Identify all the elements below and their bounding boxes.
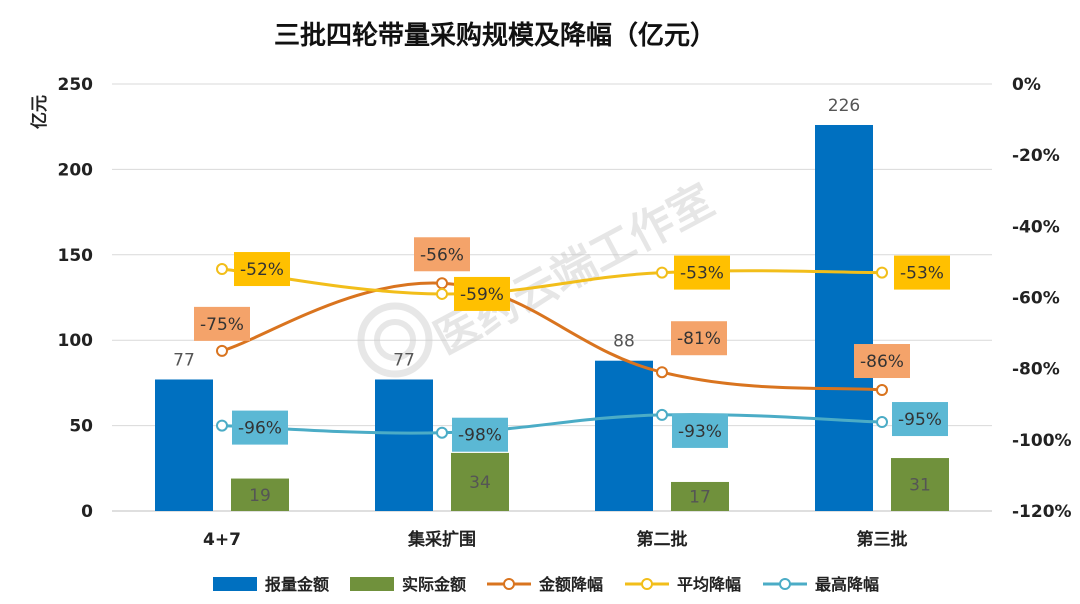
bar xyxy=(155,379,213,511)
line-data-label: -86% xyxy=(860,352,904,372)
x-axis-ticks: 4+7 集采扩围 第二批 第三批 xyxy=(203,529,907,550)
watermark: 医药云端工作室 xyxy=(357,175,722,378)
line-data-label: -98% xyxy=(458,426,502,446)
legend-swatch xyxy=(213,577,257,591)
line-data-label: -52% xyxy=(240,260,284,280)
y2-tick-label: -100% xyxy=(1012,431,1072,451)
series-point xyxy=(876,266,888,279)
y2-axis-ticks: 0% -20% -40% -60% -80% -100% -120% xyxy=(1012,75,1072,522)
x-tick-label: 第三批 xyxy=(857,529,908,550)
bars: 77 77 88 226 19 34 17 31 xyxy=(155,96,949,511)
y2-tick-label: -80% xyxy=(1012,360,1060,380)
line-data-label: -53% xyxy=(900,264,944,284)
bar-data-label: 31 xyxy=(909,476,931,496)
line-data-label: -59% xyxy=(460,285,504,305)
data-label-box xyxy=(452,417,508,452)
series-point xyxy=(436,426,448,439)
series-point xyxy=(436,277,448,290)
legend-label: 最高降幅 xyxy=(815,575,879,594)
bar xyxy=(671,481,729,511)
data-label-box xyxy=(674,255,730,290)
bar xyxy=(451,452,509,511)
bar xyxy=(375,379,433,511)
bar xyxy=(595,360,653,511)
line-data-label: -53% xyxy=(680,264,724,284)
y2-tick-label: 0% xyxy=(1012,75,1041,95)
bar xyxy=(891,458,949,511)
bar-data-label: 77 xyxy=(393,350,415,370)
data-label-box xyxy=(672,413,728,448)
line-data-label: -95% xyxy=(898,410,942,430)
y-axis-label: 亿元 xyxy=(29,95,50,129)
bar-data-label: 226 xyxy=(828,96,860,116)
series-point xyxy=(216,419,228,432)
series-line xyxy=(221,413,883,435)
data-label-box xyxy=(414,237,470,272)
y2-tick-label: -60% xyxy=(1012,289,1060,309)
series-point xyxy=(216,344,228,357)
y-axis-ticks: 0 50 100 150 200 250 xyxy=(58,75,94,522)
series-point xyxy=(656,266,668,279)
data-label-box xyxy=(892,402,948,437)
line-data-label: -56% xyxy=(420,245,464,265)
line-data-label: -81% xyxy=(677,329,721,349)
bar-data-label: 17 xyxy=(689,487,711,507)
series-point xyxy=(876,384,888,397)
series-point xyxy=(876,416,888,429)
y2-tick-label: -120% xyxy=(1012,502,1072,522)
legend-label: 实际金额 xyxy=(402,575,466,594)
data-label-box xyxy=(894,255,950,290)
chart-title: 三批四轮带量采购规模及降幅（亿元） xyxy=(274,21,716,51)
legend-label: 报量金额 xyxy=(265,575,329,594)
bar-data-label: 88 xyxy=(613,332,635,352)
series-point xyxy=(656,366,668,379)
bar-data-label: 77 xyxy=(173,350,195,370)
y-tick-label: 200 xyxy=(58,160,94,180)
data-label-box xyxy=(232,410,288,445)
lines: -75% -56% -81% -86% -52% -59% -53% -53% -96% -98%… xyxy=(194,237,950,452)
y-tick-label: 150 xyxy=(58,246,94,266)
y-tick-label: 100 xyxy=(58,331,94,351)
data-label-box xyxy=(454,276,510,311)
legend-marker xyxy=(503,578,515,590)
legend-label: 金额降幅 xyxy=(538,575,603,594)
data-label-box xyxy=(671,321,727,356)
line-data-label: -75% xyxy=(200,315,244,335)
x-tick-label: 集采扩围 xyxy=(407,529,476,550)
series-line xyxy=(221,267,883,296)
legend: 报量金额 实际金额 金额降幅 平均降幅 最高降幅 xyxy=(213,575,879,594)
legend-swatch xyxy=(350,577,394,591)
bar xyxy=(815,124,873,511)
x-tick-label: 第二批 xyxy=(637,529,688,550)
legend-label: 平均降幅 xyxy=(677,575,741,594)
y-tick-label: 0 xyxy=(81,502,93,522)
bar xyxy=(231,478,289,511)
bar-data-label: 19 xyxy=(249,486,271,506)
legend-marker xyxy=(779,578,791,590)
x-tick-label: 4+7 xyxy=(203,530,241,550)
data-label-box xyxy=(194,306,250,341)
y2-tick-label: -40% xyxy=(1012,217,1060,237)
y-tick-label: 250 xyxy=(58,75,94,95)
series-point xyxy=(656,408,668,421)
line-data-label: -96% xyxy=(238,419,282,439)
bar-data-label: 34 xyxy=(469,473,491,493)
series-line xyxy=(221,281,883,392)
legend-marker xyxy=(641,578,653,590)
data-label-box xyxy=(854,344,910,379)
y2-tick-label: -20% xyxy=(1012,146,1060,166)
y-tick-label: 50 xyxy=(69,417,93,437)
data-label-box xyxy=(234,252,290,287)
series-point xyxy=(436,287,448,300)
line-data-label: -93% xyxy=(678,422,722,442)
series-point xyxy=(216,263,228,276)
